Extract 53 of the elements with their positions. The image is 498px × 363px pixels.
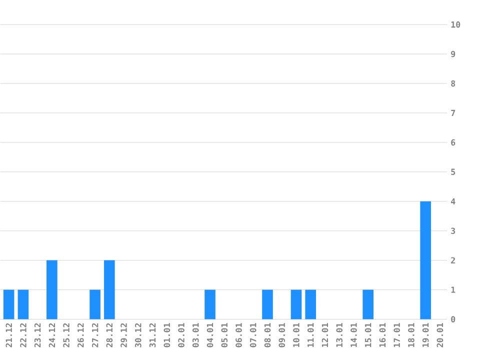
bar [305, 290, 316, 320]
x-tick-label: 08.01 [264, 322, 271, 348]
x-tick-label: 30.12 [135, 323, 142, 348]
y-tick-label: 8 [451, 80, 456, 86]
x-tick-label: 11.01 [307, 322, 314, 347]
x-tick-label: 18.01 [408, 322, 414, 347]
y-tick-label: 9 [451, 50, 456, 57]
x-tick-label: 26.12 [78, 323, 84, 348]
bar [290, 290, 302, 320]
y-tick-label: 2 [451, 256, 455, 264]
bar [420, 201, 431, 320]
x-tick-label: 07.01 [250, 322, 256, 348]
x-tick-label: 03.01 [192, 322, 199, 348]
bar [90, 290, 100, 320]
y-tick-label: 7 [451, 110, 455, 116]
bar [204, 290, 216, 320]
x-tick-label: 25.12 [63, 323, 70, 348]
x-tick-label: 16.01 [379, 322, 386, 347]
bar [262, 290, 273, 320]
x-tick-label: 22.12 [20, 323, 26, 348]
x-tick-label: 20.01 [436, 322, 444, 348]
x-tick-label: 27.12 [92, 323, 98, 348]
x-tick-label: 21.12 [6, 323, 12, 348]
x-tick-label: 06.01 [236, 322, 242, 348]
bar [104, 260, 115, 320]
bar [46, 260, 58, 320]
x-tick-label: 01.01 [164, 322, 170, 348]
x-tick-label: 09.01 [278, 322, 286, 348]
y-tick-label: 0 [451, 316, 456, 322]
bar [362, 290, 374, 320]
x-tick-label: 17.01 [394, 322, 400, 347]
x-tick-label: 31.12 [149, 323, 156, 348]
y-tick-label: 1 [451, 286, 456, 293]
y-tick-label: 10 [451, 21, 460, 28]
x-tick-label: 24.12 [48, 323, 56, 348]
x-tick-label: 29.12 [120, 323, 127, 348]
y-tick-label: 3 [451, 227, 456, 234]
x-tick-label: 19.01 [422, 322, 429, 347]
x-tick-label: 28.12 [106, 323, 113, 348]
x-tick-label: 12.01 [322, 322, 328, 347]
y-tick-label: 4 [451, 198, 456, 204]
bar [3, 290, 14, 320]
x-tick-label: 15.01 [364, 322, 372, 347]
x-tick-label: 13.01 [336, 322, 343, 347]
x-tick-label: 02.01 [178, 322, 184, 348]
y-tick-label: 6 [451, 139, 456, 146]
bar [18, 290, 29, 320]
x-tick-label: 23.12 [34, 323, 41, 348]
x-tick-label: 10.01 [293, 322, 300, 347]
x-tick-label: 04.01 [206, 322, 214, 348]
x-tick-label: 14.01 [350, 322, 357, 347]
x-tick-label: 05.01 [221, 322, 228, 348]
y-tick-label: 5 [451, 168, 456, 175]
